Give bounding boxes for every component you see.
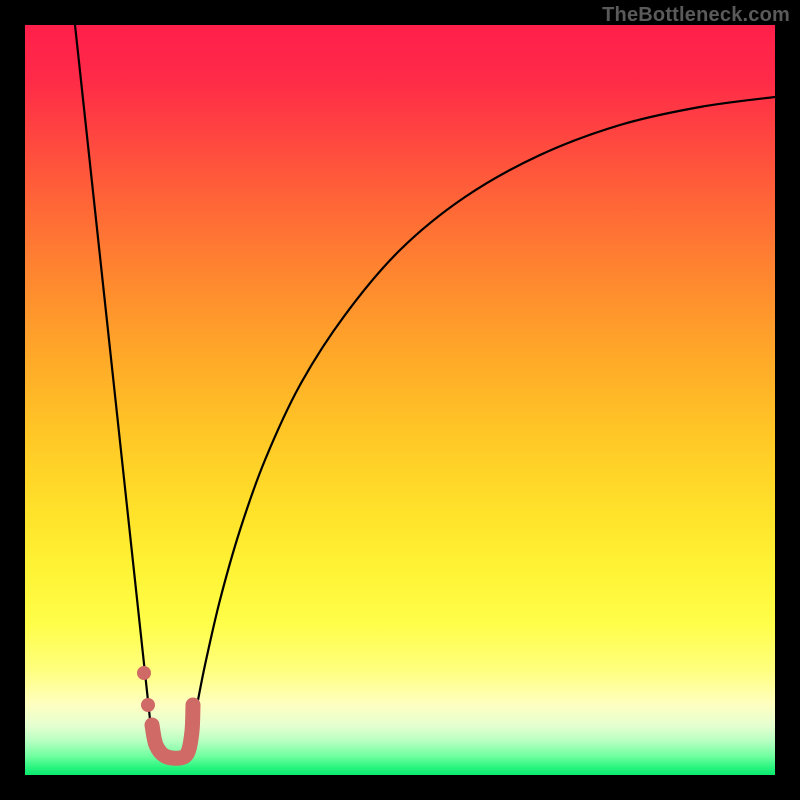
plot-svg (25, 25, 775, 775)
watermark-text: TheBottleneck.com (602, 4, 790, 27)
gradient-background (25, 25, 775, 775)
chart-frame: TheBottleneck.com (0, 0, 800, 800)
plot-area (25, 25, 775, 775)
